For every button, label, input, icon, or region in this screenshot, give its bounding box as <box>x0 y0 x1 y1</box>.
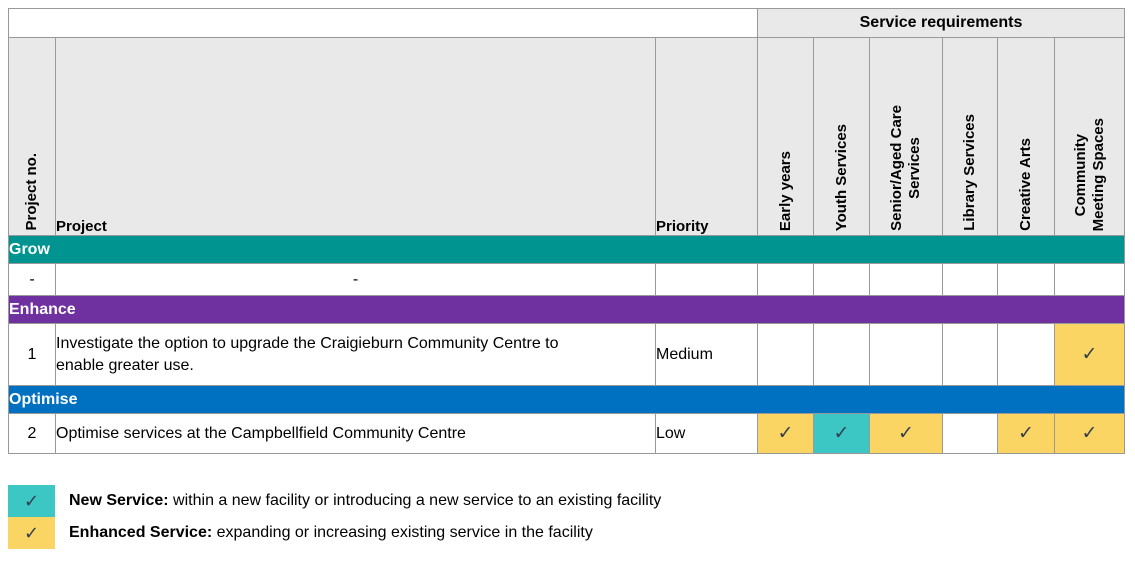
service-cell-youth-services: ✓ <box>813 413 870 454</box>
service-cell-youth-services <box>813 263 870 296</box>
project-no-cell: - <box>8 263 56 296</box>
service-cell-early-years <box>757 263 814 296</box>
section-enhance: Enhance <box>8 295 1125 324</box>
project-cell: - <box>55 263 656 296</box>
column-header-youth-services: Youth Services <box>813 37 870 236</box>
column-header-row: Project no. Project Priority Early years… <box>8 37 1125 236</box>
section-grow: Grow <box>8 235 1125 264</box>
section-enhance-label: Enhance <box>8 295 1125 324</box>
service-cell-creative-arts <box>997 263 1055 296</box>
section-optimise: Optimise <box>8 385 1125 414</box>
service-requirements-header: Service requirements <box>757 8 1125 38</box>
section-grow-label: Grow <box>8 235 1125 264</box>
column-header-project: Project <box>55 37 656 236</box>
service-cell-library-services <box>942 323 998 386</box>
table-row-project-2: 2 Optimise services at the Campbellfield… <box>8 413 1125 454</box>
service-cell-community-meeting-spaces: ✓ <box>1054 413 1125 454</box>
legend-description: expanding or increasing existing service… <box>212 524 593 541</box>
check-icon: ✓ <box>23 490 40 511</box>
service-cell-early-years: ✓ <box>757 413 814 454</box>
column-header-early-years: Early years <box>757 37 814 236</box>
service-cell-senior-aged-care <box>869 263 943 296</box>
table-row-project-1: 1 Investigate the option to upgrade the … <box>8 323 1125 386</box>
priority-cell: Low <box>655 413 758 454</box>
service-cell-early-years <box>757 323 814 386</box>
service-cell-senior-aged-care: ✓ <box>869 413 943 454</box>
table-row-grow-empty: - - <box>8 263 1125 296</box>
legend-term: New Service: <box>69 492 169 509</box>
priority-cell <box>655 263 758 296</box>
enhanced-service-swatch: ✓ <box>8 517 55 549</box>
service-cell-creative-arts: ✓ <box>997 413 1055 454</box>
project-no-cell: 1 <box>8 323 56 386</box>
legend-text: Enhanced Service: expanding or increasin… <box>69 517 593 549</box>
service-cell-community-meeting-spaces <box>1054 263 1125 296</box>
legend-term: Enhanced Service: <box>69 524 213 541</box>
column-header-project-no: Project no. <box>8 37 56 236</box>
legend-item-new-service: ✓ New Service: within a new facility or … <box>8 485 1118 517</box>
legend-item-enhanced-service: ✓ Enhanced Service: expanding or increas… <box>8 517 1118 549</box>
column-header-priority: Priority <box>655 37 758 236</box>
service-requirements-band: Service requirements <box>8 8 1125 38</box>
legend-text: New Service: within a new facility or in… <box>69 485 661 517</box>
legend: ✓ New Service: within a new facility or … <box>8 485 1118 549</box>
project-cell: Optimise services at the Campbellfield C… <box>55 413 656 454</box>
project-no-cell: 2 <box>8 413 56 454</box>
service-cell-senior-aged-care <box>869 323 943 386</box>
legend-description: within a new facility or introducing a n… <box>168 492 662 509</box>
check-icon: ✓ <box>23 522 40 543</box>
new-service-swatch: ✓ <box>8 485 55 517</box>
header-spacer <box>8 8 758 38</box>
service-cell-library-services <box>942 413 998 454</box>
section-optimise-label: Optimise <box>8 385 1125 414</box>
column-header-library-services: Library Services <box>942 37 998 236</box>
service-cell-creative-arts <box>997 323 1055 386</box>
document-page: Service requirements Project no. Project… <box>8 8 1125 549</box>
column-header-senior-aged-care-services: Senior/Aged Care Services <box>869 37 943 236</box>
project-cell: Investigate the option to upgrade the Cr… <box>55 323 656 386</box>
service-cell-youth-services <box>813 323 870 386</box>
service-cell-library-services <box>942 263 998 296</box>
priority-cell: Medium <box>655 323 758 386</box>
project-service-matrix: Service requirements Project no. Project… <box>8 8 1125 454</box>
column-header-community-meeting-spaces: Community Meeting Spaces <box>1054 37 1125 236</box>
service-cell-community-meeting-spaces: ✓ <box>1054 323 1125 386</box>
column-header-creative-arts: Creative Arts <box>997 37 1055 236</box>
